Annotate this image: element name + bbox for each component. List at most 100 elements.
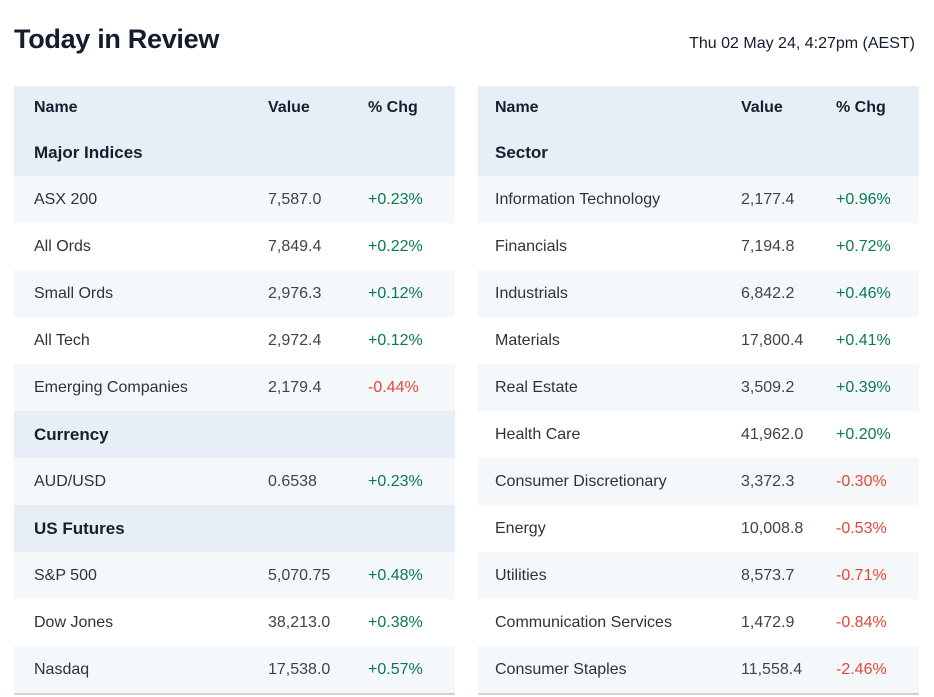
row-chg: +0.39% (836, 378, 891, 396)
row-value: 38,213.0 (268, 613, 331, 631)
row-chg: +0.20% (836, 425, 891, 443)
row-value: 2,972.4 (268, 331, 322, 349)
page-title: Today in Review (14, 24, 220, 54)
row-value: 7,194.8 (741, 237, 795, 255)
row-value: 17,538.0 (268, 660, 331, 678)
row-chg: -0.71% (836, 566, 887, 584)
row-value: 5,070.75 (268, 566, 331, 584)
row-name: Consumer Discretionary (495, 472, 667, 490)
row-chg: +0.96% (836, 190, 891, 208)
row-name: S&P 500 (34, 566, 97, 584)
column-header-value: Value (268, 98, 310, 116)
table-row: S&P 500 5,070.75 +0.48% (14, 552, 455, 599)
row-chg: +0.23% (368, 190, 423, 208)
row-name: All Tech (34, 331, 90, 349)
table-row: Consumer Staples 11,558.4 -2.46% (478, 646, 919, 693)
table-row: Communication Services 1,472.9 -0.84% (478, 599, 919, 646)
market-table-indices: Name Value % Chg Major Indices ASX 200 7,5… (14, 86, 455, 695)
row-value: 17,800.4 (741, 331, 804, 349)
row-value: 10,008.8 (741, 519, 804, 537)
table-row: Consumer Discretionary 3,372.3 -0.30% (478, 458, 919, 505)
row-chg: -0.30% (836, 472, 887, 490)
column-header-value: Value (741, 98, 783, 116)
table-body: Sector Information Technology 2,177.4 +0.96… (478, 129, 919, 693)
row-value: 0.6538 (268, 472, 317, 490)
row-value: 7,849.4 (268, 237, 322, 255)
row-chg: -0.53% (836, 519, 887, 537)
row-name: Materials (495, 331, 560, 349)
row-value: 8,573.7 (741, 566, 795, 584)
row-chg: +0.23% (368, 472, 423, 490)
table-row: ASX 200 7,587.0 +0.23% (14, 176, 455, 223)
table-row: Utilities 8,573.7 -0.71% (478, 552, 919, 599)
table-row: Information Technology 2,177.4 +0.96% (478, 176, 919, 223)
row-value: 3,372.3 (741, 472, 795, 490)
tables-container: Name Value % Chg Major Indices ASX 200 7,5… (0, 86, 934, 695)
table-row: Financials 7,194.8 +0.72% (478, 223, 919, 270)
section-header: US Futures (14, 505, 455, 552)
row-chg: -0.84% (836, 613, 887, 631)
column-header-row: Name Value % Chg (478, 86, 919, 129)
row-name: Industrials (495, 284, 568, 302)
section-header: Sector (478, 129, 919, 176)
row-name: Utilities (495, 566, 547, 584)
row-value: 2,177.4 (741, 190, 795, 208)
row-value: 41,962.0 (741, 425, 804, 443)
table-row: Materials 17,800.4 +0.41% (478, 317, 919, 364)
row-name: Energy (495, 519, 546, 537)
row-name: Health Care (495, 425, 581, 443)
table-row: Dow Jones 38,213.0 +0.38% (14, 599, 455, 646)
table-row: Nasdaq 17,538.0 +0.57% (14, 646, 455, 693)
row-name: Financials (495, 237, 568, 255)
row-name: Information Technology (495, 190, 661, 208)
row-name: All Ords (34, 237, 91, 255)
row-value: 2,976.3 (268, 284, 322, 302)
section-header: Major Indices (14, 129, 455, 176)
row-name: Nasdaq (34, 660, 90, 678)
column-header-name: Name (495, 98, 539, 116)
row-value: 6,842.2 (741, 284, 795, 302)
page-header: Today in Review Thu 02 May 24, 4:27pm (A… (0, 0, 934, 58)
row-value: 3,509.2 (741, 378, 795, 396)
row-value: 2,179.4 (268, 378, 322, 396)
row-chg: +0.48% (368, 566, 423, 584)
table-row: Small Ords 2,976.3 +0.12% (14, 270, 455, 317)
row-name: Emerging Companies (34, 378, 188, 396)
table-row: Emerging Companies 2,179.4 -0.44% (14, 364, 455, 411)
market-table-sectors: Name Value % Chg Sector Information Techn… (478, 86, 919, 695)
row-value: 1,472.9 (741, 613, 795, 631)
row-name: AUD/USD (34, 472, 107, 490)
column-header-chg: % Chg (836, 98, 886, 116)
table-row: All Tech 2,972.4 +0.12% (14, 317, 455, 364)
row-name: Consumer Staples (495, 660, 627, 678)
row-chg: +0.46% (836, 284, 891, 302)
table-row: Energy 10,008.8 -0.53% (478, 505, 919, 552)
row-value: 7,587.0 (268, 190, 322, 208)
timestamp: Thu 02 May 24, 4:27pm (AEST) (689, 35, 915, 52)
column-header-name: Name (34, 98, 78, 116)
column-header-row: Name Value % Chg (14, 86, 455, 129)
table-body: Major Indices ASX 200 7,587.0 +0.23% All Ord… (14, 129, 455, 693)
row-chg: +0.12% (368, 331, 423, 349)
row-chg: -0.44% (368, 378, 419, 396)
row-name: Communication Services (495, 613, 672, 631)
table-row: All Ords 7,849.4 +0.22% (14, 223, 455, 270)
row-name: Small Ords (34, 284, 114, 302)
row-chg: -2.46% (836, 660, 887, 678)
column-header-chg: % Chg (368, 98, 418, 116)
row-chg: +0.41% (836, 331, 891, 349)
table-row: Health Care 41,962.0 +0.20% (478, 411, 919, 458)
section-header: Currency (14, 411, 455, 458)
row-chg: +0.57% (368, 660, 423, 678)
table-row: AUD/USD 0.6538 +0.23% (14, 458, 455, 505)
row-chg: +0.22% (368, 237, 423, 255)
row-value: 11,558.4 (741, 660, 803, 678)
row-chg: +0.12% (368, 284, 423, 302)
row-name: Real Estate (495, 378, 578, 396)
row-chg: +0.38% (368, 613, 423, 631)
table-row: Real Estate 3,509.2 +0.39% (478, 364, 919, 411)
row-name: ASX 200 (34, 190, 98, 208)
row-name: Dow Jones (34, 613, 114, 631)
row-chg: +0.72% (836, 237, 891, 255)
table-row: Industrials 6,842.2 +0.46% (478, 270, 919, 317)
